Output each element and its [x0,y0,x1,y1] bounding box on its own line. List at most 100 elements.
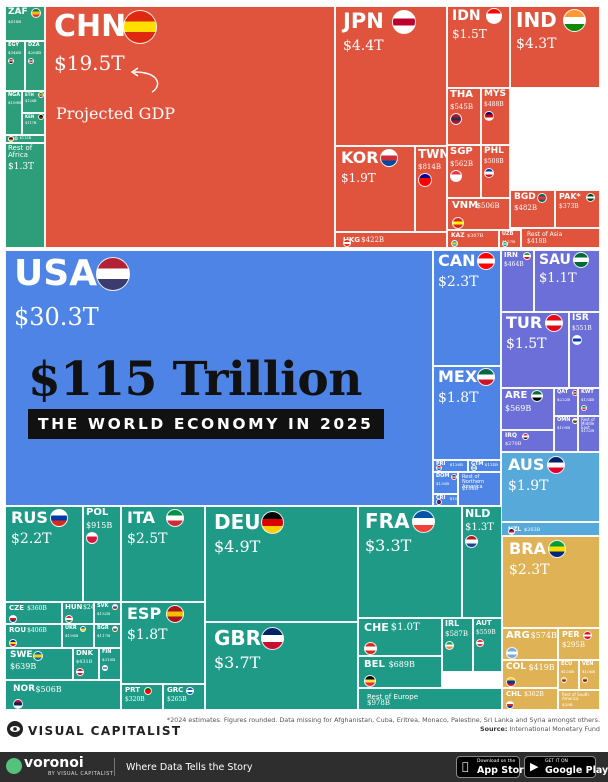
tile-label: KOR [341,148,379,167]
flag-gbr-icon [261,626,285,650]
tile-label: GRC [167,686,184,694]
tile-label: GBR [214,626,262,650]
tile-value: $126B [561,669,575,674]
app-store-small-label: Download on the [477,759,516,764]
tile-label: Rest of Middle East [581,417,595,430]
tile-value: $114B [484,461,498,467]
flag-rus-icon [49,509,68,527]
tile-value: $263B [523,526,541,533]
play-icon: ▶ [530,760,539,773]
tile-value: $106B [582,669,596,674]
tile-label: SVK [97,603,109,609]
tile-value: $1.5T [506,335,547,352]
tile-rus: RUS $2.2T [5,506,83,602]
tile-value: $1.5T [452,26,487,41]
tile-value: $482B [514,204,537,213]
tile-label: JPN [343,9,384,33]
tile-value: $222B [557,397,571,402]
tile-label: TWN [418,147,447,161]
tile-che: CHE $1.0T [358,618,442,656]
tile-dza: DZA $264B [25,41,45,91]
tile-label: NLD [465,507,491,520]
tile-label: Rest of Africa [8,144,33,159]
flag-cze-icon [9,615,17,623]
flag-idn-icon [486,8,503,24]
tile-bgd: BGD $482B [510,190,555,228]
tile-usa: USA $30.3T [5,250,433,506]
flag-per-icon [583,630,593,640]
google-play-button[interactable]: ▶ GET IT ON Google Play [524,756,608,778]
tile-value: $310B [102,657,116,662]
tile-value: $562B [450,159,473,168]
tile-label: THA [450,89,473,100]
tile-value: $126B [449,461,463,467]
flag-aut-icon [476,639,484,647]
tile-value: $19.5T [54,50,125,75]
tile-value: $2.3T [509,561,550,578]
flag-ukr-icon [79,625,86,632]
tile-value: $488B [484,101,504,109]
tile-rest-of-middle-east: Rest of Middle East $152B [578,416,600,452]
flag-irl-icon [445,641,454,650]
tile-aus: AUS $1.9T [501,452,600,522]
flag-fin-icon [102,665,108,671]
flag-vnm-icon [452,217,464,229]
tile-label: BGD [514,192,536,202]
tile-value: $130B [436,481,450,486]
tile-kwt: KWT $154B [578,388,600,416]
tile-label: KWT [581,389,594,395]
tile-pol: POL $915B [83,506,121,602]
tile-nld: NLD $1.3T [462,506,502,618]
flag-esp-icon [165,605,184,623]
tile-ukr: UKR $190B [62,624,94,648]
tile-value: $117B [25,121,37,125]
tile-col: COL $419B [502,660,558,688]
tile-tha: THA $545B [447,88,481,145]
flag-can-icon [476,252,495,270]
google-play-label: Google Play [545,765,608,776]
tile-label: BEL [364,659,385,670]
tile-value: $373B [559,203,579,210]
tile-rest-of-northern-america: Rest of Northern America $108B [458,472,501,506]
tile-label: KAZ [451,232,465,239]
visual-capitalist-logo-icon [7,721,23,737]
tile-value: $246B [83,603,93,611]
flag-sau-icon [573,252,590,268]
tile-value: $1.1T [539,270,577,286]
tile-label: PHL [484,146,504,156]
tile-label: ITA [127,508,156,527]
tile-value: $4.4T [343,38,384,55]
flag-kwt-icon [581,405,587,411]
app-store-button[interactable]:  Download on the App Store [456,756,530,778]
tile-value: $1.9T [341,170,376,185]
flag-ind-icon [563,8,587,32]
flag-tur-icon [544,314,563,332]
tile-ven: VEN $106B [579,660,600,690]
tile-value: $587B [445,630,468,638]
tile-label: PRT [125,686,140,694]
tile-value: $2.3T [438,273,479,290]
tile-label: Rest of Europe [367,693,419,701]
flag-bra-icon [547,540,566,558]
tile-value: $3.3T [365,536,412,555]
tile-label: CHE [364,621,389,634]
tile-gtm: GTM $114B [468,460,501,472]
tile-label: CRI [436,495,446,501]
tile-label: RUS [11,508,48,527]
flag-pak-icon [586,192,596,202]
source-value: International Monetary Fund [509,724,600,733]
tile-label: ARE [505,390,528,401]
flag-ken-icon [37,114,44,120]
flag-eth-icon [37,92,44,98]
tile-kor: KOR $1.9T [335,146,415,232]
flag-dza-icon [28,58,34,64]
flag-irn-icon [523,251,532,260]
flag-grc-icon [186,686,195,695]
tile-kaz: KAZ $307B [447,230,499,248]
flag-dnk-icon [76,668,84,676]
tile-pri: PRI $126B [433,460,468,472]
tile-value: $189B [8,100,22,105]
tile-label: NOR [13,684,36,694]
tile-value: $574B [530,631,557,640]
